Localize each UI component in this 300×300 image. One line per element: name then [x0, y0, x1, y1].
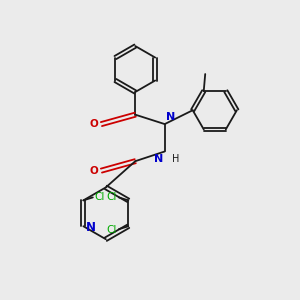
Text: Cl: Cl: [94, 192, 105, 202]
Text: N: N: [166, 112, 176, 122]
Text: O: O: [89, 119, 98, 129]
Text: Cl: Cl: [107, 225, 117, 235]
Text: N: N: [154, 154, 163, 164]
Text: N: N: [86, 221, 96, 234]
Text: O: O: [89, 166, 98, 176]
Text: H: H: [172, 154, 179, 164]
Text: Cl: Cl: [107, 192, 117, 202]
